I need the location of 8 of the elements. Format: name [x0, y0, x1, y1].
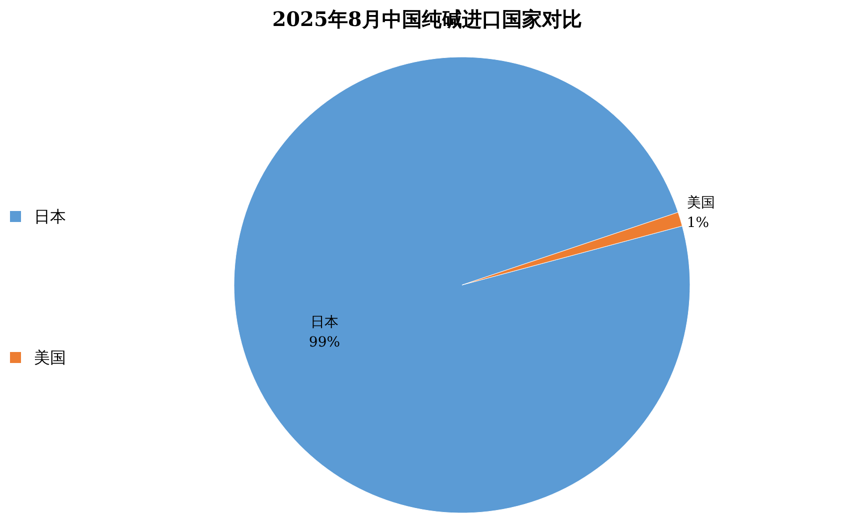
legend-label: 日本: [34, 207, 66, 226]
legend-label: 美国: [34, 348, 66, 367]
pie-slice: [462, 212, 682, 286]
chart-title: 2025年8月中国纯碱进口国家对比: [272, 7, 582, 31]
slice-label: 美国: [686, 195, 715, 212]
data-label: 99%: [308, 334, 340, 351]
slice-label: 日本: [310, 314, 338, 331]
data-label: 1%: [686, 215, 710, 232]
